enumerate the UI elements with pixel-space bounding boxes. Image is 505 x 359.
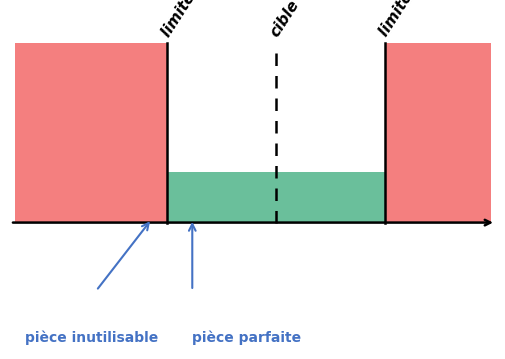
- Text: limite inf.: limite inf.: [158, 0, 215, 39]
- Bar: [167, 172, 384, 223]
- Text: pièce parfaite: pièce parfaite: [192, 330, 301, 345]
- Text: pièce inutilisable: pièce inutilisable: [25, 330, 158, 345]
- Text: limite sup.: limite sup.: [375, 0, 437, 39]
- Text: cible: cible: [267, 0, 301, 39]
- Bar: [384, 43, 490, 223]
- Bar: [15, 43, 167, 223]
